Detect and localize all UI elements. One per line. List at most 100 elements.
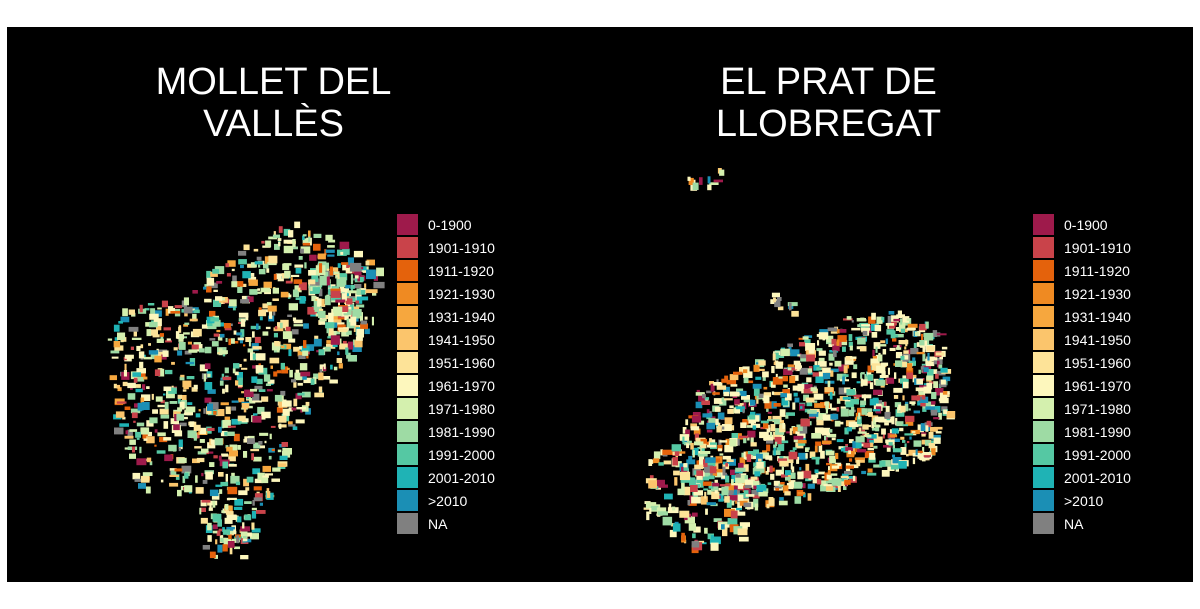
- building-footprint: [240, 264, 244, 269]
- building-footprint: [780, 482, 785, 485]
- building-footprint: [705, 508, 708, 515]
- building-footprint: [805, 463, 810, 472]
- legend-label: 0-1900: [1064, 216, 1108, 233]
- building-footprint: [894, 372, 897, 379]
- building-footprint: [791, 466, 795, 473]
- building-footprint: [308, 279, 316, 285]
- building-footprint: [225, 406, 231, 415]
- building-footprint: [829, 429, 833, 433]
- building-footprint: [848, 341, 853, 347]
- building-footprint: [349, 262, 362, 272]
- building-footprint: [114, 427, 124, 435]
- building-footprint: [746, 504, 751, 510]
- building-footprint: [648, 480, 657, 489]
- building-footprint: [771, 292, 780, 298]
- building-footprint: [800, 483, 806, 489]
- building-footprint: [237, 383, 243, 387]
- building-footprint: [931, 392, 937, 400]
- building-footprint: [233, 330, 237, 335]
- building-footprint: [114, 337, 119, 341]
- legend: 0-1900 1901-1910 1911-1920 1921-1930 1931-19…: [397, 213, 495, 535]
- building-footprint: [268, 455, 272, 460]
- building-footprint: [903, 350, 909, 354]
- building-footprint: [700, 480, 704, 488]
- building-footprint: [209, 462, 215, 467]
- building-footprint: [159, 408, 169, 415]
- building-footprint: [754, 477, 759, 483]
- building-footprint: [808, 474, 815, 480]
- building-footprint: [709, 536, 721, 545]
- building-footprint: [853, 409, 856, 413]
- building-footprint: [731, 483, 738, 486]
- building-footprint: [844, 479, 851, 485]
- building-footprint: [800, 406, 803, 409]
- building-footprint: [855, 412, 859, 419]
- building-footprint: [867, 468, 873, 473]
- building-footprint: [311, 275, 319, 282]
- building-footprint: [906, 318, 911, 321]
- building-footprint: [267, 262, 277, 266]
- building-footprint: [231, 538, 237, 543]
- building-footprint: [231, 418, 241, 425]
- building-footprint: [650, 505, 659, 511]
- building-footprint: [805, 368, 812, 373]
- building-footprint: [265, 383, 271, 386]
- building-footprint: [160, 400, 165, 404]
- building-footprint: [201, 472, 204, 477]
- building-footprint: [772, 467, 775, 472]
- building-footprint: [179, 401, 185, 410]
- building-footprint: [722, 466, 726, 476]
- building-footprint: [769, 465, 773, 473]
- building-footprint: [147, 303, 155, 306]
- building-footprint: [254, 336, 261, 343]
- building-footprint: [336, 358, 343, 363]
- building-footprint: [735, 467, 746, 472]
- building-footprint: [896, 314, 905, 318]
- building-footprint: [152, 334, 160, 338]
- building-footprint: [179, 376, 185, 381]
- building-footprint: [171, 361, 175, 365]
- building-footprint: [692, 450, 695, 458]
- building-footprint: [244, 436, 250, 441]
- building-footprint: [719, 399, 727, 406]
- building-footprint: [234, 498, 244, 506]
- building-footprint: [791, 367, 798, 371]
- building-footprint: [235, 481, 241, 486]
- building-footprint: [706, 422, 716, 430]
- building-footprint: [174, 468, 183, 472]
- building-footprint: [826, 474, 832, 480]
- building-footprint: [867, 434, 877, 439]
- building-footprint: [769, 431, 773, 437]
- building-footprint: [709, 182, 719, 185]
- building-footprint: [318, 288, 323, 297]
- building-footprint: [891, 416, 895, 425]
- building-footprint: [227, 260, 236, 267]
- legend-label: 1991-2000: [428, 446, 495, 463]
- building-footprint: [693, 490, 703, 496]
- building-footprint: [865, 412, 871, 416]
- building-footprint: [854, 445, 860, 453]
- building-footprint: [752, 415, 760, 422]
- building-footprint: [283, 239, 293, 244]
- building-footprint: [264, 440, 267, 444]
- building-footprint: [146, 420, 154, 427]
- building-footprint: [247, 348, 254, 353]
- building-footprint: [781, 440, 789, 444]
- building-footprint: [213, 411, 217, 415]
- building-footprint: [905, 415, 915, 422]
- building-footprint: [324, 271, 329, 278]
- building-footprint: [289, 369, 293, 378]
- building-footprint: [274, 394, 282, 402]
- building-footprint: [936, 370, 946, 376]
- building-footprint: [230, 338, 235, 344]
- building-footprint: [298, 355, 306, 359]
- building-footprint: [165, 369, 173, 375]
- building-footprint: [750, 436, 754, 444]
- building-footprint: [115, 411, 125, 418]
- building-footprint: [342, 264, 348, 271]
- building-footprint: [807, 483, 815, 489]
- building-footprint: [921, 433, 926, 437]
- building-footprint: [923, 386, 932, 394]
- building-footprint: [922, 447, 925, 455]
- building-footprint: [350, 303, 354, 314]
